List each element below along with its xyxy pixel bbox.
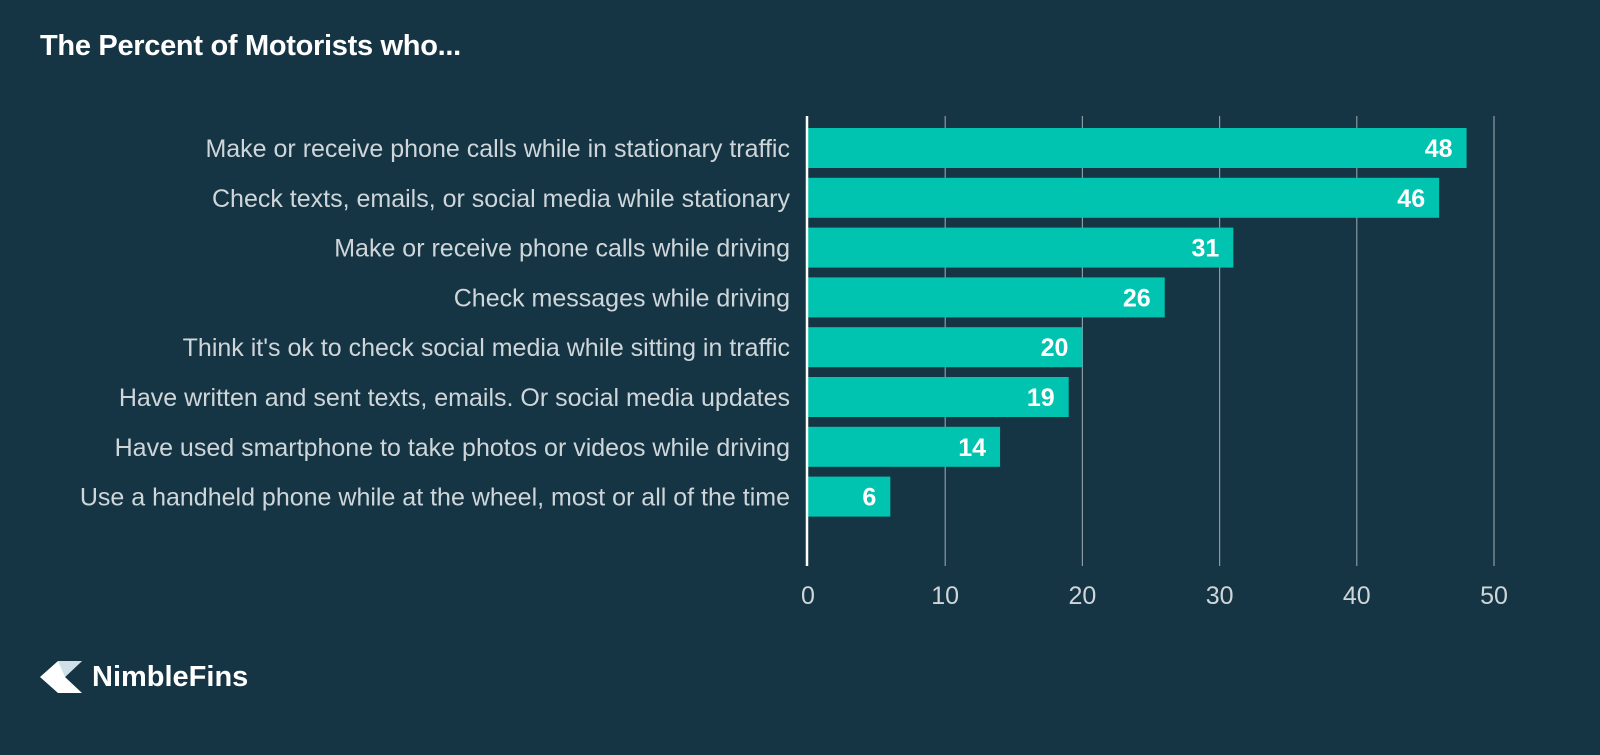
x-tick-label: 40 [1343, 582, 1371, 610]
category-label: Think it's ok to check social media whil… [183, 334, 790, 362]
x-axis-ticks: 0 10 20 30 40 50 [801, 582, 1508, 610]
bar [808, 327, 1083, 368]
category-label: Make or receive phone calls while in sta… [205, 135, 790, 163]
category-label: Use a handheld phone while at the wheel,… [80, 484, 790, 512]
category-label: Have used smartphone to take photos or v… [115, 434, 790, 462]
x-tick-label: 20 [1068, 582, 1096, 610]
bar [808, 426, 1001, 467]
category-labels: Make or receive phone calls while in sta… [80, 135, 791, 512]
category-label: Make or receive phone calls while drivin… [334, 235, 790, 263]
bar [808, 277, 1165, 318]
x-tick-label: 30 [1206, 582, 1234, 610]
brand-name: NimbleFins [92, 660, 249, 693]
data-label: 46 [1397, 185, 1425, 213]
x-tick-label: 0 [801, 582, 815, 610]
bar [808, 177, 1440, 218]
fin-logo-icon [40, 661, 82, 693]
brand: NimbleFins [38, 660, 248, 694]
x-tick-label: 50 [1480, 582, 1508, 610]
category-label: Check texts, emails, or social media whi… [212, 185, 791, 213]
category-label: Check messages while driving [454, 284, 790, 312]
data-label: 26 [1123, 284, 1151, 312]
bar [808, 227, 1234, 268]
data-label: 6 [862, 484, 876, 512]
bar [808, 476, 891, 517]
data-label: 20 [1041, 334, 1069, 362]
data-label: 31 [1192, 235, 1220, 263]
chart-title: The Percent of Motorists who... [40, 30, 461, 62]
bar [808, 128, 1467, 168]
data-label: 48 [1425, 135, 1453, 163]
data-label: 19 [1027, 384, 1055, 412]
category-label: Have written and sent texts, emails. Or … [119, 384, 790, 412]
x-tick-label: 10 [931, 582, 959, 610]
data-label: 14 [958, 434, 986, 462]
bar [808, 377, 1069, 417]
